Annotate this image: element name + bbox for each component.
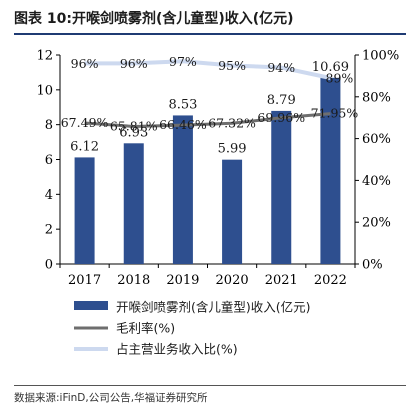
y-right-tick-label: 100% xyxy=(362,49,399,64)
bar xyxy=(222,159,243,264)
bar-value-label: 8.53 xyxy=(168,97,197,112)
bar xyxy=(172,115,193,264)
share-value-label: 95% xyxy=(218,58,246,73)
x-tick-label: 2022 xyxy=(314,273,347,288)
y-left-tick-label: 12 xyxy=(36,49,53,64)
bar-series xyxy=(74,77,341,265)
bar-value-label: 5.99 xyxy=(218,142,247,157)
y-right-tick-label: 60% xyxy=(362,132,391,147)
legend-swatch-bar xyxy=(74,301,108,310)
x-tick-label: 2018 xyxy=(117,273,150,288)
x-tick-label: 2021 xyxy=(265,273,298,288)
margin-value-label: 69.96% xyxy=(257,110,305,125)
share-value-label: 97% xyxy=(169,54,197,69)
bar-value-label: 8.79 xyxy=(267,93,296,108)
bar-value-label: 6.93 xyxy=(119,125,148,140)
figure-title: 图表 10:开喉剑喷雾剂(含儿童型)收入(亿元) xyxy=(14,11,294,27)
bar xyxy=(271,110,292,264)
y-right-tick-label: 40% xyxy=(362,174,391,189)
bar xyxy=(320,77,341,265)
y-right-tick-label: 20% xyxy=(362,216,391,231)
bar xyxy=(74,157,95,264)
combo-chart: 0 2 4 6 8 10 12 0% 20% 40% 60% 80% 100% 2017 2018 2019 2… xyxy=(36,49,399,357)
legend-label: 毛利率(%) xyxy=(116,321,175,336)
y-left-tick-label: 8 xyxy=(45,118,53,133)
margin-value-label: 67.49% xyxy=(61,115,109,130)
share-line xyxy=(84,59,331,80)
y-left-tick-label: 2 xyxy=(45,223,53,238)
x-tick-label: 2019 xyxy=(166,273,199,288)
bar xyxy=(123,143,144,264)
chart-legend: 开喉剑喷雾剂(含儿童型)收入(亿元) 毛利率(%) 占主营业务收入比(%) xyxy=(74,300,311,357)
data-labels: 6.12 6.93 8.53 5.99 8.79 10.69 67.49% 65.81% 66.… xyxy=(61,54,359,157)
y-right-tick-label: 0% xyxy=(362,258,383,273)
y-left-tick-label: 0 xyxy=(45,258,53,273)
bar-value-label: 10.69 xyxy=(312,60,349,75)
source-rule xyxy=(14,385,406,386)
x-tick-label: 2017 xyxy=(68,273,101,288)
bar-value-label: 6.12 xyxy=(70,139,99,154)
y-left-tick-label: 6 xyxy=(45,153,53,168)
source-note: 数据来源:iFinD,公司公告,华福证券研究所 xyxy=(14,392,208,404)
margin-value-label: 71.95% xyxy=(311,106,359,121)
y-left-tick-label: 4 xyxy=(45,188,53,203)
margin-value-label: 65.81% xyxy=(110,118,158,133)
margin-line xyxy=(84,112,331,128)
share-value-label: 96% xyxy=(120,56,148,71)
chart-axes: 0 2 4 6 8 10 12 0% 20% 40% 60% 80% 100% 2017 2018 2019 2… xyxy=(36,49,399,289)
share-value-label: 96% xyxy=(71,56,99,71)
y-right-tick-label: 80% xyxy=(362,90,391,105)
y-left-tick-label: 10 xyxy=(36,83,53,98)
legend-label: 开喉剑喷雾剂(含儿童型)收入(亿元) xyxy=(116,300,311,315)
title-rule xyxy=(14,33,406,35)
legend-label: 占主营业务收入比(%) xyxy=(116,342,238,357)
margin-value-label: 66.46% xyxy=(159,117,207,132)
line-series xyxy=(84,59,331,128)
margin-value-label: 67.32% xyxy=(208,115,256,130)
share-value-label: 94% xyxy=(267,60,295,75)
x-tick-label: 2020 xyxy=(216,273,249,288)
share-value-label: 89% xyxy=(326,70,354,85)
